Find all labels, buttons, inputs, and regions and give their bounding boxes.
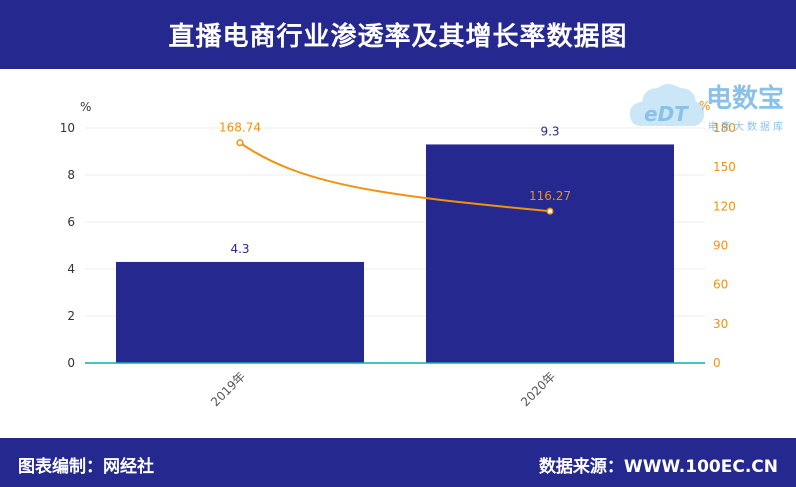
bar	[426, 144, 674, 363]
footer-bar: 图表编制：网经社 数据来源：WWW.100EC.CN	[0, 438, 796, 487]
watermark-title: 电数宝	[706, 84, 785, 114]
watermark-logo: eDT 电数宝 电商大数据库	[628, 76, 790, 136]
footer-credit: 图表编制：网经社	[18, 457, 154, 477]
y-right-tick-label: 120	[713, 199, 736, 213]
x-tick-label: 2019年	[208, 369, 248, 409]
cloud-logo-icon: eDT	[630, 84, 705, 126]
y-left-tick-label: 10	[60, 121, 75, 135]
y-left-tick-label: 0	[67, 356, 75, 370]
y-right-unit-label: %	[699, 99, 710, 113]
y-right-tick-label: 180	[713, 121, 736, 135]
bar-value-label: 4.3	[230, 242, 249, 256]
header-bar: 直播电商行业渗透率及其增长率数据图	[0, 0, 796, 69]
line-value-label: 168.74	[219, 121, 261, 135]
y-right-tick-label: 30	[713, 317, 728, 331]
y-left-tick-label: 8	[67, 168, 75, 182]
y-right-tick-label: 60	[713, 278, 728, 292]
logo-text: eDT	[644, 102, 689, 126]
y-right-tick-label: 150	[713, 160, 736, 174]
bar	[116, 261, 364, 363]
y-right-tick-label: 90	[713, 239, 728, 253]
watermark-subtitle: 电商大数据库	[708, 122, 786, 133]
chart: 0 2 4 6 8 10% 0 30 60 90 120 150 180% 4.3 9.3 2019年 2020…	[60, 99, 736, 409]
page-title: 直播电商行业渗透率及其增长率数据图	[168, 22, 628, 52]
y-left-unit-label: %	[80, 100, 91, 114]
y-left-tick-label: 4	[67, 262, 75, 276]
y-left-tick-label: 2	[67, 309, 75, 323]
footer-source: 数据来源：WWW.100EC.CN	[538, 457, 778, 477]
line-point	[236, 139, 244, 147]
y-right-tick-label: 0	[713, 356, 721, 370]
line-series	[239, 141, 551, 213]
x-tick-label: 2020年	[518, 369, 558, 409]
line-value-label: 116.27	[529, 189, 571, 203]
line-point	[546, 207, 554, 215]
y-left-tick-label: 6	[67, 215, 75, 229]
bar-value-label: 9.3	[540, 124, 559, 138]
